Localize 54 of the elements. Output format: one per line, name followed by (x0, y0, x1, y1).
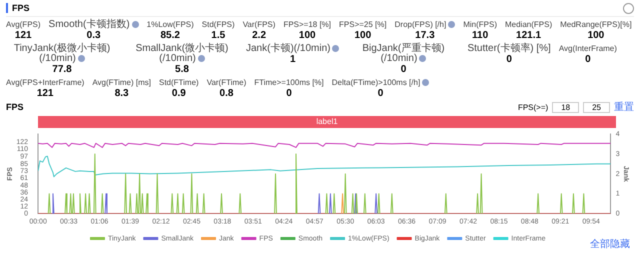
text: 全部隐藏 (590, 238, 630, 251)
category-label: MedRange(FPS)[%] (560, 20, 632, 29)
category-label: Avg(FTime) [ms] (92, 78, 151, 87)
category-label: SmallJank(微小卡顿)(/10min) (136, 43, 228, 64)
text: FPS(>=) (518, 102, 548, 112)
category-label: Std(FTime) (159, 78, 199, 87)
data-label: 110 (471, 30, 490, 42)
chart-title: FPS (6, 102, 24, 112)
data-label: 2.2 (251, 30, 268, 42)
data-label: 121.1 (515, 30, 542, 42)
category-label: Jank(卡顿)(/10min) (246, 43, 330, 54)
category-label: 1%Low(FPS) (146, 20, 194, 29)
data-label: 1 (288, 54, 297, 66)
data-label: 0 (376, 88, 384, 100)
text: label1 (38, 116, 616, 128)
data-label: 8.3 (114, 88, 130, 100)
category-label: FPS>=18 [%] (283, 20, 332, 29)
data-label: 77.8 (51, 64, 73, 76)
data-label: 100 (586, 30, 606, 42)
data-label: 1.5 (210, 30, 226, 42)
data-label: 0 (400, 64, 408, 76)
category-label: Min(FPS) (463, 20, 497, 29)
category-label: Stutter(卡顿率) [%] (467, 43, 551, 54)
category-label: Avg(FPS) (6, 20, 41, 29)
data-label: 0 (285, 88, 293, 100)
data-label: 0 (505, 54, 513, 66)
category-label: Delta(FTime)>100ms [/h] (332, 78, 420, 87)
category-label: TinyJank(极微小卡顿)(/10min) (14, 43, 110, 64)
data-label: 100 (353, 30, 372, 42)
data-label: 0.3 (86, 30, 102, 42)
category-label: Smooth(卡顿指数) (48, 19, 130, 30)
category-label: BigJank(严重卡顿)(/10min) (362, 43, 445, 64)
data-label: 121 (14, 30, 33, 42)
text: 重置 (614, 100, 634, 114)
category-label: Var(FTime) (206, 78, 246, 87)
data-label: 17.3 (414, 30, 436, 42)
text: FPS (6, 3, 30, 13)
data-label: 0 (584, 54, 592, 66)
category-label: Avg(FPS+InterFrame) (6, 78, 84, 87)
category-label: Avg(InterFrame) (558, 44, 617, 53)
data-label: 5.8 (174, 64, 190, 76)
text: 18 (552, 102, 580, 112)
category-label: Std(FPS) (202, 20, 235, 29)
data-label: 0.9 (170, 88, 187, 100)
data-label: 100 (298, 30, 317, 42)
category-label: FTime>=100ms [%] (254, 78, 324, 87)
category-label: Var(FPS) (242, 20, 276, 29)
data-label: 0.8 (218, 88, 234, 100)
category-label: Median(FPS) (504, 20, 552, 29)
category-label: FPS>=25 [%] (339, 20, 387, 29)
data-label: 121 (36, 88, 54, 100)
category-label: Drop(FPS) [/h] (394, 20, 446, 29)
text: 25 (583, 102, 610, 112)
data-label: 85.2 (159, 30, 181, 42)
